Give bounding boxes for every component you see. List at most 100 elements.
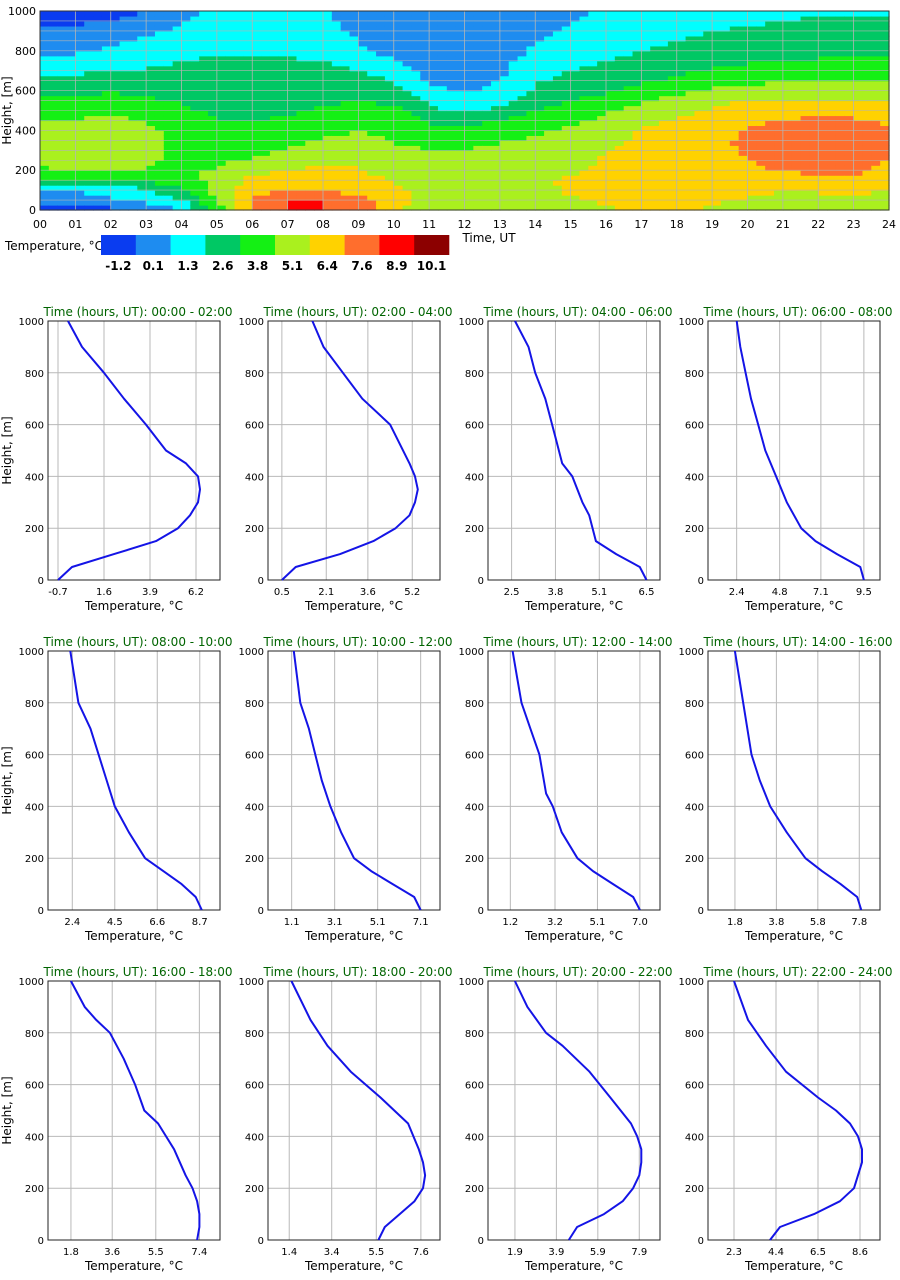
heatmap-cell [464, 185, 474, 191]
heatmap-cell [296, 115, 306, 122]
heatmap-cell [473, 45, 483, 52]
temperature-profile-line [733, 650, 863, 911]
heatmap-cell [128, 120, 138, 127]
heatmap-cell [420, 30, 430, 37]
heatmap-cell [694, 110, 704, 117]
heatmap-cell [517, 190, 527, 196]
heatmap-cell [216, 115, 227, 122]
heatmap-x-tick-label: 13 [493, 218, 507, 231]
heatmap-cell [48, 85, 59, 92]
heatmap-cell [880, 200, 890, 206]
heatmap-cell [358, 165, 368, 171]
profile-x-tick-label: 8.6 [852, 1247, 868, 1258]
heatmap-cell [154, 115, 165, 122]
heatmap-cell [774, 140, 784, 146]
heatmap-cell [137, 100, 147, 107]
heatmap-cell [729, 110, 740, 117]
heatmap-cell [429, 155, 439, 161]
heatmap-cell [738, 35, 749, 42]
heatmap-cell [703, 140, 713, 146]
heatmap-cell [844, 15, 855, 22]
heatmap-cell [782, 150, 793, 156]
heatmap-cell [314, 15, 324, 22]
heatmap-cell [75, 35, 85, 42]
heatmap-cell [747, 205, 757, 211]
heatmap-cell [818, 190, 828, 196]
heatmap-cell [738, 195, 749, 201]
heatmap-cell [358, 30, 368, 37]
heatmap-cell [252, 65, 262, 72]
profile-x-tick-label: 3.4 [324, 1247, 340, 1258]
heatmap-cell [119, 95, 130, 102]
heatmap-cell [606, 170, 616, 176]
heatmap-x-tick-label: 03 [139, 218, 153, 231]
heatmap-cell [579, 110, 589, 117]
heatmap-cell [676, 40, 687, 47]
heatmap-cell [588, 80, 598, 87]
heatmap-cell [57, 125, 68, 131]
heatmap-cell [340, 135, 351, 141]
heatmap-cell [720, 140, 731, 146]
heatmap-cell [720, 105, 731, 112]
heatmap-cell [570, 20, 581, 27]
heatmap-cell [314, 30, 324, 37]
heatmap-cell [579, 165, 589, 171]
heatmap-cell [712, 75, 722, 82]
heatmap-cell [738, 85, 749, 92]
heatmap-cell [331, 130, 342, 136]
heatmap-cell [376, 25, 386, 32]
heatmap-cell [252, 15, 262, 22]
heatmap-cell [455, 180, 466, 186]
heatmap-cell [287, 155, 298, 161]
heatmap-cell [880, 140, 890, 146]
heatmap-cell [349, 35, 359, 42]
heatmap-cell [632, 11, 642, 17]
heatmap-cell [676, 55, 687, 62]
heatmap-cell [756, 130, 766, 136]
heatmap-cell [199, 165, 209, 171]
heatmap-cell [632, 140, 642, 146]
heatmap-cell [818, 195, 828, 201]
heatmap-cell [331, 195, 342, 201]
heatmap-cell [208, 195, 218, 201]
heatmap-cell [738, 50, 749, 57]
heatmap-cell [703, 120, 713, 127]
heatmap-cell [747, 25, 757, 32]
heatmap-cell [411, 70, 421, 77]
heatmap-cell [561, 160, 572, 166]
heatmap-cell [367, 145, 377, 151]
heatmap-cell [146, 205, 156, 211]
heatmap-cell [181, 65, 191, 72]
heatmap-cell [234, 50, 244, 57]
heatmap-cell [172, 20, 183, 27]
profile-y-tick-label: 800 [685, 1029, 704, 1040]
heatmap-cell [491, 145, 501, 151]
heatmap-cell [110, 85, 121, 92]
heatmap-cell [93, 175, 103, 181]
heatmap-cell [40, 75, 50, 82]
heatmap-cell [491, 200, 501, 206]
heatmap-cell [119, 100, 130, 107]
heatmap-cell [128, 30, 138, 37]
heatmap-cell [110, 80, 121, 87]
heatmap-cell [358, 90, 368, 97]
heatmap-cell [650, 40, 660, 47]
heatmap-cell [225, 150, 236, 156]
heatmap-cell [588, 90, 598, 97]
heatmap-cell [765, 195, 775, 201]
heatmap-cell [800, 170, 810, 176]
colorbar-tick-label: 0.1 [143, 259, 164, 273]
heatmap-cell [756, 25, 766, 32]
heatmap-cell [703, 20, 713, 27]
heatmap-cell [384, 45, 395, 52]
heatmap-cell [535, 180, 545, 186]
heatmap-cell [871, 95, 881, 102]
heatmap-cell [340, 15, 351, 22]
heatmap-cell [464, 90, 474, 97]
heatmap-cell [437, 11, 448, 17]
heatmap-cell [844, 120, 855, 127]
heatmap-cell [367, 135, 377, 141]
heatmap-cell [314, 180, 324, 186]
heatmap-cell [561, 95, 572, 102]
heatmap-cell [411, 130, 421, 136]
